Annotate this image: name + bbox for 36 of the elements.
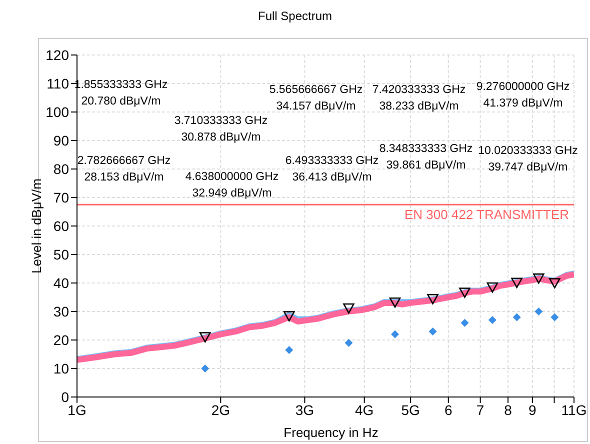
annotation: 2.782666667 GHz 28.153 dBμV/m — [77, 155, 171, 184]
y-tick-label: 100 — [46, 104, 70, 120]
y-tick-label: 110 — [46, 75, 70, 92]
annotation: 5.565666667 GHz 34.157 dBμV/m — [269, 84, 363, 112]
y-tick-label: 10 — [53, 360, 70, 376]
y-tick-label: 40 — [53, 274, 70, 291]
ref-line-label: EN 300 422 TRANSMITTER — [404, 206, 569, 222]
x-tick-label: 7 — [476, 402, 484, 418]
annotation: 7.420333333 GHz 38.233 dBμV/m — [372, 84, 466, 112]
y-tick-label: 120 — [46, 46, 70, 63]
annotation: 6.493333333 GHz 36.413 dBμV/m — [285, 155, 379, 184]
y-tick-label: 70 — [53, 189, 70, 206]
annotation: 10.020333333 GHz 39.747 dBμV/m — [478, 145, 578, 174]
y-tick-label: 80 — [53, 160, 70, 177]
x-tick-label: 4G — [354, 402, 374, 418]
chart-title: Full Spectrum — [258, 9, 332, 23]
x-tick-label: 8 — [504, 402, 512, 418]
y-tick-label: 60 — [53, 218, 70, 234]
x-tick-label: 1G — [68, 402, 86, 418]
y-tick-label: 30 — [53, 303, 70, 320]
annotation: 3.710333333 GHz 30.878 dBμV/m — [174, 115, 268, 144]
x-tick-label: 2G — [211, 402, 230, 418]
y-tick-label: 0 — [61, 388, 70, 405]
y-axis-title: Level in dBμV/m — [29, 178, 44, 274]
annotation: 8.348333333 GHz 39.861 dBμV/m — [379, 143, 473, 172]
y-tick-label: 50 — [53, 246, 70, 262]
x-tick-label: 3G — [295, 402, 314, 418]
x-tick-label: 5G — [401, 402, 420, 418]
x-tick-label: 11G — [561, 402, 587, 418]
annotation: 9.276000000 GHz 41.379 dBμV/m — [476, 81, 570, 110]
y-tick-label: 90 — [53, 132, 70, 148]
annotation: 4.638000000 GHz 32.949 dBμV/m — [185, 171, 279, 200]
x-axis-title: Frequency in Hz — [284, 425, 378, 440]
x-tick-label: 9 — [528, 402, 537, 418]
y-tick-label: 20 — [53, 332, 70, 348]
x-tick-label: 6 — [444, 402, 452, 418]
